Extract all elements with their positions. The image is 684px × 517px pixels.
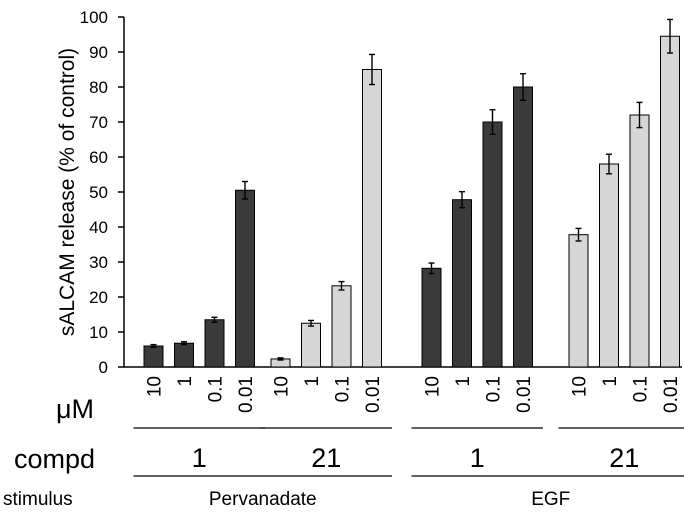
bars xyxy=(143,18,680,368)
compd-label: 1 xyxy=(470,443,485,473)
compd-label: 21 xyxy=(609,443,639,473)
bar xyxy=(629,114,650,368)
bar xyxy=(331,285,352,368)
y-tick-label: 50 xyxy=(89,183,108,202)
bar xyxy=(482,121,503,368)
y-tick-label: 70 xyxy=(89,113,108,132)
concentration-label: 1 xyxy=(175,376,196,387)
unit-label: μM xyxy=(56,394,94,424)
bar xyxy=(301,322,321,368)
concentration-label: 0.1 xyxy=(631,376,652,402)
bar xyxy=(421,267,442,368)
y-axis-ticks: 0 10 20 30 40 50 60 70 80 90 100 xyxy=(80,8,124,377)
concentration-label: 0.01 xyxy=(363,376,384,413)
concentration-label: 1 xyxy=(453,376,474,387)
y-tick-label: 80 xyxy=(89,78,108,97)
y-axis-label: sALCAM release (% of control) xyxy=(56,48,79,336)
concentration-label: 0.01 xyxy=(661,376,682,413)
bar xyxy=(660,35,680,368)
concentration-label: 10 xyxy=(423,376,444,397)
concentration-label: 1 xyxy=(302,376,323,387)
compd-label: 1 xyxy=(192,443,207,473)
y-tick-label: 20 xyxy=(89,288,108,307)
stimulus-row-label: stimulus xyxy=(3,489,73,510)
concentration-label: 10 xyxy=(272,376,293,397)
bar xyxy=(143,345,164,368)
stimulus-label: EGF xyxy=(531,489,570,510)
concentration-label: 0.01 xyxy=(236,376,257,413)
stimulus-label: Pervanadate xyxy=(209,489,317,510)
y-tick-label: 100 xyxy=(80,8,108,27)
bar xyxy=(452,199,472,368)
compd-label: 21 xyxy=(311,443,341,473)
y-tick-label: 60 xyxy=(89,148,108,167)
bar xyxy=(235,189,255,368)
concentration-label: 10 xyxy=(570,376,591,397)
y-tick-label: 40 xyxy=(89,218,108,237)
y-tick-label: 30 xyxy=(89,253,108,272)
concentration-label: 0.01 xyxy=(514,376,535,413)
concentration-label: 0.1 xyxy=(484,376,505,402)
y-tick-label: 0 xyxy=(99,358,108,377)
bar xyxy=(174,342,194,368)
concentration-label: 10 xyxy=(145,376,166,397)
bar xyxy=(513,86,533,368)
concentration-label: 0.1 xyxy=(206,376,227,402)
bar xyxy=(204,319,225,368)
y-tick-label: 90 xyxy=(89,43,108,62)
concentration-label: 0.1 xyxy=(333,376,354,402)
compd-row-label: compd xyxy=(14,444,95,474)
bar xyxy=(568,234,589,368)
x-axis-labels: 10 1 0.1 0.01 1 10 1 0.1 0.01 21 10 1 0.1 0.01 1 10 1 0.1… xyxy=(133,376,684,510)
bar xyxy=(362,69,382,368)
y-tick-label: 10 xyxy=(89,323,108,342)
bar xyxy=(599,163,619,368)
concentration-label: 1 xyxy=(600,376,621,387)
